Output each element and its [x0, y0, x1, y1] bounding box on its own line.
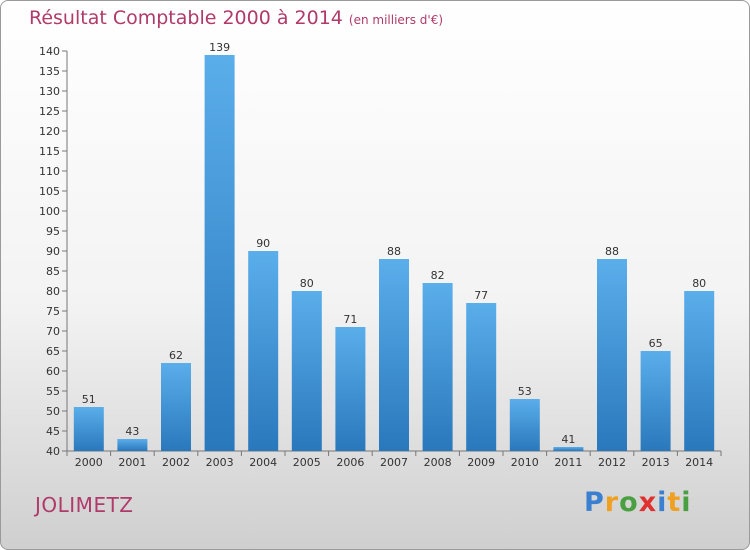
x-tick-label: 2007 — [380, 456, 408, 469]
logo-letter: P — [584, 487, 605, 518]
data-label: 88 — [387, 245, 401, 258]
bar[interactable] — [509, 399, 540, 451]
y-tick-label: 120 — [39, 125, 60, 138]
chart-subtitle: (en milliers d'€) — [348, 13, 444, 27]
x-tick-label: 2010 — [511, 456, 539, 469]
y-tick-label: 65 — [46, 345, 60, 358]
y-tick-label: 80 — [46, 285, 60, 298]
y-tick-label: 40 — [46, 445, 60, 458]
data-label: 43 — [125, 425, 139, 438]
data-label: 71 — [343, 313, 357, 326]
x-tick-label: 2013 — [642, 456, 670, 469]
y-tick-label: 50 — [46, 405, 60, 418]
x-tick-label: 2000 — [75, 456, 103, 469]
bar[interactable] — [640, 351, 671, 451]
bar[interactable] — [684, 291, 715, 451]
x-tick-label: 2003 — [206, 456, 234, 469]
data-label: 65 — [649, 337, 663, 350]
bar[interactable] — [204, 55, 235, 451]
y-tick-label: 140 — [39, 45, 60, 58]
bar[interactable] — [73, 407, 104, 451]
y-tick-label: 125 — [39, 105, 60, 118]
bar[interactable] — [291, 291, 322, 451]
x-tick-label: 2006 — [336, 456, 364, 469]
data-label: 53 — [518, 385, 532, 398]
y-tick-label: 115 — [39, 145, 60, 158]
logo-letter: i — [657, 487, 668, 518]
y-tick-label: 110 — [39, 165, 60, 178]
y-tick-label: 45 — [46, 425, 60, 438]
x-tick-label: 2009 — [467, 456, 495, 469]
x-tick-label: 2005 — [293, 456, 321, 469]
y-tick-label: 70 — [46, 325, 60, 338]
x-tick-label: 2011 — [554, 456, 582, 469]
logo-letter: r — [604, 487, 620, 518]
bar-series: 51 43 62 139 90 80 71 88 82 77 53 41 88 65 80 — [73, 41, 715, 451]
bar[interactable] — [422, 283, 453, 451]
y-tick-label: 60 — [46, 365, 60, 378]
data-label: 88 — [605, 245, 619, 258]
logo-letter: o — [619, 487, 639, 518]
data-label: 80 — [300, 277, 314, 290]
proxiti-logo[interactable]: Proxiti — [584, 487, 692, 518]
x-tick-label: 2002 — [162, 456, 190, 469]
bar[interactable] — [466, 303, 497, 451]
x-tick-label: 2014 — [685, 456, 713, 469]
y-tick-label: 105 — [39, 185, 60, 198]
x-tick-label: 2004 — [249, 456, 277, 469]
y-tick-label: 85 — [46, 265, 60, 278]
logo-letter: t — [667, 487, 682, 518]
y-tick-label: 135 — [39, 65, 60, 78]
data-label: 82 — [431, 269, 445, 282]
data-label: 41 — [561, 433, 575, 446]
data-label: 80 — [692, 277, 706, 290]
y-tick-label: 55 — [46, 385, 60, 398]
y-axis: 40 45 50 55 60 65 70 75 80 85 90 95 100 105 110 115 120 1… — [39, 45, 68, 458]
chart-title-text: Résultat Comptable 2000 à 2014 — [29, 7, 343, 29]
bar[interactable] — [379, 259, 409, 451]
y-tick-label: 130 — [39, 85, 60, 98]
bar[interactable] — [248, 251, 279, 451]
logo-letter: i — [681, 487, 692, 518]
x-tick-label: 2012 — [598, 456, 626, 469]
data-label: 62 — [169, 349, 183, 362]
x-axis: 2000 2001 2002 2003 2004 2005 2006 2007 2008 2009… — [66, 450, 722, 469]
bar[interactable] — [597, 259, 627, 451]
chart-title: Résultat Comptable 2000 à 2014 (en millie… — [29, 7, 443, 29]
data-label: 90 — [256, 237, 270, 250]
bar[interactable] — [117, 439, 148, 451]
x-tick-label: 2001 — [118, 456, 146, 469]
bar[interactable] — [553, 447, 584, 451]
logo-letter: x — [638, 487, 658, 518]
x-tick-label: 2008 — [424, 456, 452, 469]
data-label: 139 — [209, 41, 230, 54]
data-label: 51 — [82, 393, 96, 406]
bar[interactable] — [161, 363, 191, 451]
y-tick-label: 75 — [46, 305, 60, 318]
y-tick-label: 100 — [39, 205, 60, 218]
commune-name: JOLIMETZ — [35, 493, 134, 517]
y-tick-label: 90 — [46, 245, 60, 258]
bar[interactable] — [335, 327, 366, 451]
y-tick-label: 95 — [46, 225, 60, 238]
data-label: 77 — [474, 289, 488, 302]
